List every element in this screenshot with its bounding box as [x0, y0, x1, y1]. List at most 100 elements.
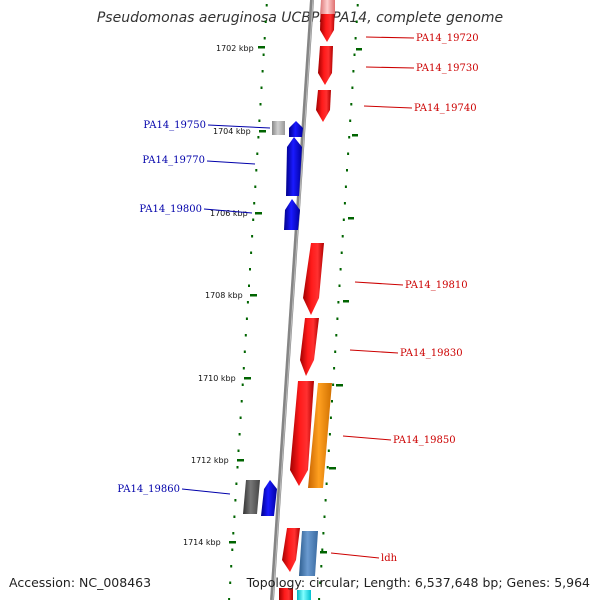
genome-backbone-highlight [272, 0, 314, 600]
track-dot [252, 218, 255, 221]
gene-gray[interactable] [272, 121, 285, 135]
label-PA14_19860[interactable]: PA14_19860 [117, 484, 180, 495]
gene-PA14_19800[interactable] [284, 199, 300, 230]
track-dot [253, 202, 256, 205]
track-dot [342, 218, 345, 221]
gene-PA14_19770[interactable] [286, 137, 302, 196]
track-dot [333, 367, 336, 370]
scale-labels: 1702 kbp 1704 kbp 1706 kbp 1708 kbp 1710… [183, 44, 254, 547]
label-PA14_19800[interactable]: PA14_19800 [139, 204, 202, 215]
label-PA14_19750[interactable]: PA14_19750 [143, 120, 206, 131]
forward-genes [279, 0, 335, 600]
gene-PA14_19860[interactable] [261, 480, 277, 516]
track-dot [232, 532, 235, 535]
gene-top-pink[interactable] [321, 0, 335, 14]
track-dot [350, 103, 353, 106]
track-dot [231, 548, 234, 551]
track-dot [321, 548, 324, 551]
scale-tick [255, 212, 262, 215]
track-dot [343, 202, 346, 205]
track-dot [240, 400, 243, 403]
track-dot [245, 317, 248, 320]
right-tick [348, 217, 354, 220]
gene-PA14_19810[interactable] [303, 243, 324, 315]
scale-tick [244, 377, 251, 380]
leader-PA14_19830 [349, 349, 399, 354]
track-dot [323, 515, 326, 518]
label-PA14_19850[interactable]: PA14_19850 [393, 435, 456, 446]
leader-PA14_19730 [365, 66, 415, 69]
track-dot [340, 251, 343, 254]
track-dot [351, 86, 354, 89]
right-tick [329, 467, 336, 470]
track-dot [324, 499, 327, 502]
scale-label-1710: 1710 kbp [198, 374, 236, 383]
gene-bottom-red[interactable] [279, 588, 293, 600]
gene-PA14_19750[interactable] [289, 121, 303, 137]
right-dotted-track [318, 4, 359, 600]
gene-PA14_19850[interactable] [290, 381, 314, 486]
track-dot [243, 350, 246, 353]
scale-label-1712: 1712 kbp [191, 456, 229, 465]
track-dot [349, 119, 352, 122]
gene-PA14_19740[interactable] [316, 90, 331, 122]
right-ticks [320, 48, 362, 554]
reverse-genes [243, 121, 303, 516]
track-dot [339, 268, 342, 271]
track-dot [239, 416, 242, 419]
track-dot [228, 598, 231, 600]
accession-text: Accession: NC_008463 [9, 575, 152, 590]
gene-dark[interactable] [243, 480, 260, 514]
track-dot [235, 482, 238, 485]
label-PA14_19730[interactable]: PA14_19730 [416, 63, 479, 74]
track-dot [260, 86, 263, 89]
gene-PA14_19830[interactable] [300, 318, 319, 376]
genome-summary-text: Topology: circular; Length: 6,537,648 bp… [246, 575, 590, 590]
gene-steelblue[interactable] [299, 531, 318, 576]
label-PA14_19740[interactable]: PA14_19740 [414, 103, 477, 114]
label-ldh[interactable]: ldh [381, 553, 398, 564]
leader-PA14_19800 [203, 208, 253, 214]
scale-label-1702: 1702 kbp [216, 44, 254, 53]
track-dot [258, 119, 261, 122]
leader-PA14_19770 [206, 160, 256, 165]
scale-tick [237, 459, 244, 462]
genome-backbone [270, 0, 314, 600]
track-dot [230, 565, 233, 568]
scale-label-1714: 1714 kbp [183, 538, 221, 547]
track-dot [355, 20, 358, 23]
gene-bottom-cyan[interactable] [297, 590, 311, 600]
track-dot [322, 532, 325, 535]
scale-tick [258, 46, 265, 49]
right-tick [320, 551, 327, 554]
track-dot [327, 449, 330, 452]
track-dot [354, 37, 357, 40]
track-dot [347, 152, 350, 155]
gene-orange[interactable] [308, 383, 332, 488]
leader-PA14_19750 [207, 124, 271, 129]
leader-PA14_19810 [354, 281, 404, 286]
track-dot [265, 4, 268, 7]
track-dot [344, 185, 347, 188]
track-dot [329, 416, 332, 419]
leader-PA14_19740 [363, 105, 413, 109]
track-dot [254, 185, 257, 188]
label-PA14_19770[interactable]: PA14_19770 [142, 155, 205, 166]
label-PA14_19830[interactable]: PA14_19830 [400, 348, 463, 359]
track-dot [241, 383, 244, 386]
right-tick [336, 384, 343, 387]
track-dot [242, 367, 245, 370]
track-dot [234, 499, 237, 502]
gene-ldh[interactable] [282, 528, 300, 572]
track-dot [338, 284, 341, 287]
track-dot [328, 433, 331, 436]
gene-PA14_19730[interactable] [318, 46, 333, 85]
track-dot [244, 334, 247, 337]
label-PA14_19720[interactable]: PA14_19720 [416, 33, 479, 44]
track-dot [261, 70, 264, 73]
right-tick [352, 134, 358, 137]
leader-PA14_19860 [181, 488, 231, 495]
track-dot [318, 598, 321, 600]
label-PA14_19810[interactable]: PA14_19810 [405, 280, 468, 291]
